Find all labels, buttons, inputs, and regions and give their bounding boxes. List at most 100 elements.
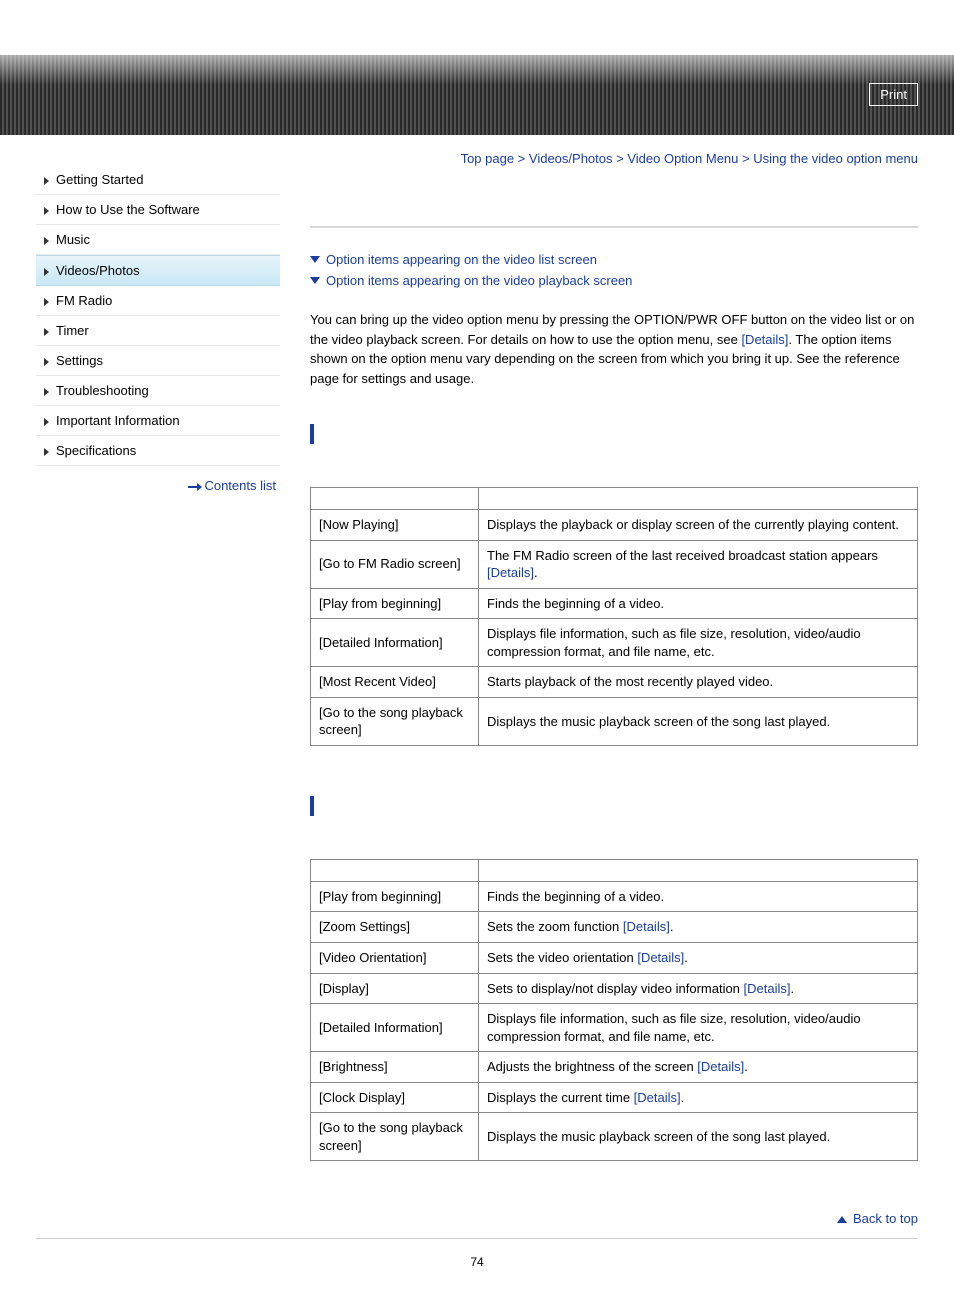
- sidebar-item-label: FM Radio: [56, 293, 112, 308]
- option-item-name: [Video Orientation]: [311, 943, 479, 974]
- option-item-name: [Brightness]: [311, 1052, 479, 1083]
- option-table-playback-screen: [Play from beginning]Finds the beginning…: [310, 859, 918, 1161]
- container: Getting Started How to Use the Software Mu…: [0, 135, 954, 1211]
- option-item-desc: Sets the video orientation [Details].: [479, 943, 918, 974]
- back-to-top-link[interactable]: Back to top: [837, 1211, 918, 1226]
- details-link[interactable]: [Details]: [487, 565, 534, 580]
- sidebar-item-label: Specifications: [56, 443, 136, 458]
- back-to-top-wrap: Back to top: [36, 1211, 918, 1239]
- arrow-right-icon: [188, 484, 202, 490]
- table-row: [Go to FM Radio screen]The FM Radio scre…: [311, 540, 918, 588]
- sidebar-item-label: Important Information: [56, 413, 180, 428]
- table-row: [Display]Sets to display/not display vid…: [311, 973, 918, 1004]
- sidebar-list: Getting Started How to Use the Software Mu…: [36, 165, 280, 466]
- table-row: [Detailed Information]Displays file info…: [311, 619, 918, 667]
- option-item-name: [Detailed Information]: [311, 619, 479, 667]
- breadcrumb-link[interactable]: Videos/Photos: [529, 151, 613, 166]
- table-row: [Clock Display]Displays the current time…: [311, 1082, 918, 1113]
- page-number: 74: [0, 1239, 954, 1293]
- sidebar-item-label: Music: [56, 232, 90, 247]
- table-row: [Play from beginning]Finds the beginning…: [311, 881, 918, 912]
- option-item-desc: Displays the music playback screen of th…: [479, 1113, 918, 1161]
- contents-list-link-wrap: Contents list: [36, 466, 280, 493]
- sidebar-item-label: Videos/Photos: [56, 263, 140, 278]
- sidebar-item[interactable]: Specifications: [36, 436, 280, 466]
- option-item-desc: Finds the beginning of a video.: [479, 881, 918, 912]
- section-marker: [310, 796, 314, 816]
- arrow-up-icon: [837, 1216, 847, 1223]
- header-fade: [0, 55, 954, 85]
- sidebar-item[interactable]: Music: [36, 225, 280, 255]
- back-to-top-label: Back to top: [853, 1211, 918, 1226]
- breadcrumb-sep: >: [738, 151, 753, 166]
- divider: [310, 226, 918, 228]
- table-row: [Detailed Information]Displays file info…: [311, 1004, 918, 1052]
- option-item-desc: Sets to display/not display video inform…: [479, 973, 918, 1004]
- sidebar-item[interactable]: How to Use the Software: [36, 195, 280, 225]
- option-item-name: [Go to the song playback screen]: [311, 697, 479, 745]
- option-item-desc: The FM Radio screen of the last received…: [479, 540, 918, 588]
- sidebar-item[interactable]: Timer: [36, 316, 280, 346]
- breadcrumb-link[interactable]: Using the video option menu: [753, 151, 918, 166]
- jump-link[interactable]: Option items appearing on the video list…: [310, 252, 918, 267]
- sidebar-item-label: How to Use the Software: [56, 202, 200, 217]
- option-table-list-screen: [Now Playing]Displays the playback or di…: [310, 487, 918, 746]
- table-row: [Go to the song playback screen]Displays…: [311, 697, 918, 745]
- main: Top page > Videos/Photos > Video Option …: [280, 135, 954, 1211]
- option-item-desc: Displays file information, such as file …: [479, 1004, 918, 1052]
- details-link[interactable]: [Details]: [637, 950, 684, 965]
- details-link[interactable]: [Details]: [623, 919, 670, 934]
- contents-list-label: Contents list: [204, 478, 276, 493]
- sidebar-item-label: Getting Started: [56, 172, 143, 187]
- table-row: [Now Playing]Displays the playback or di…: [311, 510, 918, 541]
- breadcrumb-sep: >: [514, 151, 529, 166]
- details-link[interactable]: [Details]: [744, 981, 791, 996]
- jump-link[interactable]: Option items appearing on the video play…: [310, 273, 918, 288]
- sidebar-item[interactable]: FM Radio: [36, 286, 280, 316]
- option-item-name: [Go to FM Radio screen]: [311, 540, 479, 588]
- sidebar-item-label: Timer: [56, 323, 89, 338]
- sidebar: Getting Started How to Use the Software Mu…: [0, 135, 280, 1211]
- jump-links: Option items appearing on the video list…: [310, 252, 918, 288]
- option-item-name: [Now Playing]: [311, 510, 479, 541]
- option-item-desc: Displays file information, such as file …: [479, 619, 918, 667]
- header-band: Print: [0, 55, 954, 135]
- option-item-desc: Sets the zoom function [Details].: [479, 912, 918, 943]
- print-button[interactable]: Print: [869, 83, 918, 106]
- table-row: [Go to the song playback screen]Displays…: [311, 1113, 918, 1161]
- option-item-name: [Play from beginning]: [311, 881, 479, 912]
- option-item-name: [Zoom Settings]: [311, 912, 479, 943]
- sidebar-item[interactable]: Videos/Photos: [36, 255, 280, 286]
- breadcrumb-link[interactable]: Video Option Menu: [627, 151, 738, 166]
- option-item-desc: Adjusts the brightness of the screen [De…: [479, 1052, 918, 1083]
- sidebar-item[interactable]: Getting Started: [36, 165, 280, 195]
- table-row: [Video Orientation]Sets the video orient…: [311, 943, 918, 974]
- option-item-name: [Detailed Information]: [311, 1004, 479, 1052]
- sidebar-item-label: Settings: [56, 353, 103, 368]
- intro-details-link[interactable]: [Details]: [741, 332, 788, 347]
- sidebar-item[interactable]: Troubleshooting: [36, 376, 280, 406]
- sidebar-item[interactable]: Settings: [36, 346, 280, 376]
- sidebar-item[interactable]: Important Information: [36, 406, 280, 436]
- breadcrumb: Top page > Videos/Photos > Video Option …: [310, 151, 918, 166]
- option-item-desc: Finds the beginning of a video.: [479, 588, 918, 619]
- option-item-desc: Starts playback of the most recently pla…: [479, 667, 918, 698]
- option-item-desc: Displays the music playback screen of th…: [479, 697, 918, 745]
- option-item-name: [Clock Display]: [311, 1082, 479, 1113]
- table-row: [Most Recent Video]Starts playback of th…: [311, 667, 918, 698]
- breadcrumb-sep: >: [613, 151, 628, 166]
- sidebar-item-label: Troubleshooting: [56, 383, 149, 398]
- intro-paragraph: You can bring up the video option menu b…: [310, 310, 918, 388]
- details-link[interactable]: [Details]: [697, 1059, 744, 1074]
- option-item-name: [Play from beginning]: [311, 588, 479, 619]
- details-link[interactable]: [Details]: [634, 1090, 681, 1105]
- table-row: [Brightness]Adjusts the brightness of th…: [311, 1052, 918, 1083]
- contents-list-link[interactable]: Contents list: [188, 478, 276, 493]
- option-item-desc: Displays the current time [Details].: [479, 1082, 918, 1113]
- breadcrumb-link[interactable]: Top page: [461, 151, 515, 166]
- option-item-desc: Displays the playback or display screen …: [479, 510, 918, 541]
- option-item-name: [Most Recent Video]: [311, 667, 479, 698]
- option-item-name: [Display]: [311, 973, 479, 1004]
- table-row: [Zoom Settings]Sets the zoom function [D…: [311, 912, 918, 943]
- table-row: [Play from beginning]Finds the beginning…: [311, 588, 918, 619]
